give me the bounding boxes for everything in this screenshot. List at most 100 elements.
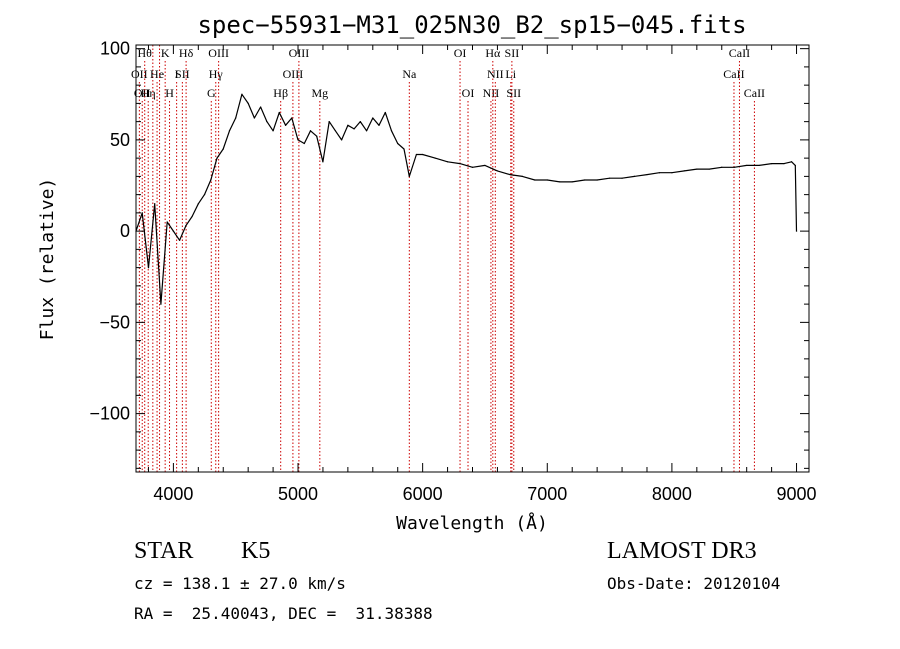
- data-point-0-8: [185, 225, 187, 227]
- spectrum-layer: [135, 93, 798, 305]
- line-marker-label-23: Hα: [485, 46, 501, 60]
- data-point-0-6: [172, 230, 174, 232]
- data-point-0-48: [446, 161, 449, 163]
- y-axis-label: Flux (relative): [37, 178, 58, 341]
- data-point-0-1: [141, 212, 143, 214]
- plot-frame: [135, 44, 810, 473]
- data-point-0-12: [210, 179, 212, 181]
- y-tick-label-1: 50: [110, 130, 130, 150]
- line-marker-label-20: OI: [454, 46, 467, 60]
- line-marker-label-10: SII: [175, 67, 190, 81]
- data-point-0-29: [316, 135, 318, 137]
- data-point-0-67: [683, 170, 685, 172]
- line-marker-label-26: SII: [505, 46, 520, 60]
- data-point-0-27: [303, 142, 305, 145]
- data-point-0-5: [166, 221, 168, 223]
- line-marker-label-3: Hη: [141, 86, 156, 100]
- x-tick-label-6000: 6000: [403, 484, 443, 504]
- data-point-0-11: [203, 194, 206, 196]
- line-marker-label-17: OIII: [289, 46, 310, 60]
- data-point-0-3: [154, 203, 156, 205]
- data-point-0-52: [496, 170, 499, 172]
- line-marker-label-9: I: [175, 67, 179, 81]
- data-point-0-49: [459, 163, 461, 165]
- data-point-0-77: [794, 164, 796, 167]
- data-point-0-33: [341, 139, 343, 141]
- data-point-0-78: [795, 230, 798, 232]
- sky-coordinates: RA = 25.40043, DEC = 31.38388: [134, 604, 433, 623]
- x-tick-label-7000: 7000: [527, 484, 567, 504]
- line-marker-label-28: CaII: [723, 67, 744, 81]
- data-point-0-20: [260, 106, 262, 108]
- data-point-0-36: [359, 121, 361, 123]
- data-point-0-28: [309, 130, 312, 132]
- line-marker-label-1: OII: [134, 86, 151, 100]
- data-point-0-9: [191, 215, 193, 218]
- line-marker-label-19: Na: [402, 67, 417, 81]
- line-marker-label-14: OIII: [208, 46, 229, 60]
- data-point-0-69: [708, 168, 710, 170]
- data-point-0-42: [397, 142, 399, 145]
- line-marker-label-5: He: [150, 67, 164, 81]
- data-point-0-66: [671, 172, 673, 174]
- data-point-0-13: [216, 157, 218, 159]
- x-axis-label: Wavelength (Å): [396, 512, 548, 534]
- data-point-0-40: [384, 111, 386, 114]
- data-point-0-45: [415, 153, 418, 156]
- line-marker-label-24: NII: [487, 67, 504, 81]
- x-tick-label-8000: 8000: [652, 484, 692, 504]
- data-point-0-50: [471, 166, 474, 168]
- data-point-0-46: [422, 153, 424, 156]
- line-marker-label-7: K: [161, 46, 170, 60]
- object-subclass: K5: [241, 538, 271, 564]
- data-point-0-15: [228, 130, 231, 132]
- line-marker-label-22: NII: [483, 86, 500, 100]
- data-point-0-68: [696, 168, 698, 170]
- data-point-0-65: [658, 172, 661, 174]
- data-point-0-60: [596, 179, 598, 181]
- data-point-0-4: [160, 303, 162, 305]
- data-point-0-32: [334, 130, 337, 132]
- data-point-0-35: [353, 128, 355, 130]
- redshift-velocity: cz = 138.1 ± 27.0 km/s: [134, 574, 346, 593]
- data-point-0-37: [365, 130, 368, 132]
- x-tick-label-9000: 9000: [777, 484, 817, 504]
- x-tick-label-5000: 5000: [278, 484, 318, 504]
- data-point-0-58: [571, 181, 573, 183]
- data-point-0-47: [434, 157, 436, 159]
- data-point-0-16: [235, 117, 237, 119]
- data-point-0-71: [733, 166, 735, 168]
- data-point-0-7: [179, 239, 181, 241]
- data-point-0-51: [484, 164, 486, 167]
- data-point-0-24: [284, 124, 287, 126]
- data-point-0-38: [372, 117, 374, 119]
- data-point-0-19: [253, 117, 255, 119]
- data-point-0-43: [403, 148, 405, 150]
- x-tick-label-4000: 4000: [153, 484, 193, 504]
- survey-name: LAMOST DR3: [607, 538, 757, 564]
- line-marker-label-15: Hβ: [273, 86, 288, 100]
- line-marker-label-8: H: [165, 86, 174, 100]
- line-marker-label-13: Hγ: [209, 67, 224, 81]
- data-point-0-72: [746, 164, 748, 167]
- data-point-0-22: [272, 130, 274, 132]
- line-marker-label-2: Hθ: [138, 46, 153, 60]
- object-class: STAR: [134, 538, 194, 564]
- line-marker-label-12: G: [207, 86, 216, 100]
- data-point-0-14: [222, 148, 224, 150]
- data-point-0-10: [197, 203, 199, 205]
- data-point-0-18: [247, 102, 249, 104]
- data-point-0-61: [608, 177, 611, 179]
- line-marker-label-18: Mg: [311, 86, 328, 100]
- data-point-0-74: [771, 163, 773, 165]
- series-line-spectrum: [135, 93, 798, 305]
- data-point-0-57: [559, 181, 561, 183]
- data-point-0-23: [278, 111, 280, 114]
- y-tick-label-0: 100: [100, 39, 130, 59]
- y-tick-label-2: 0: [120, 221, 130, 241]
- data-point-0-2: [147, 267, 150, 269]
- line-marker-label-25: Li: [505, 67, 516, 81]
- data-point-0-41: [390, 130, 393, 132]
- data-point-0-25: [291, 117, 293, 119]
- data-point-0-73: [758, 164, 760, 167]
